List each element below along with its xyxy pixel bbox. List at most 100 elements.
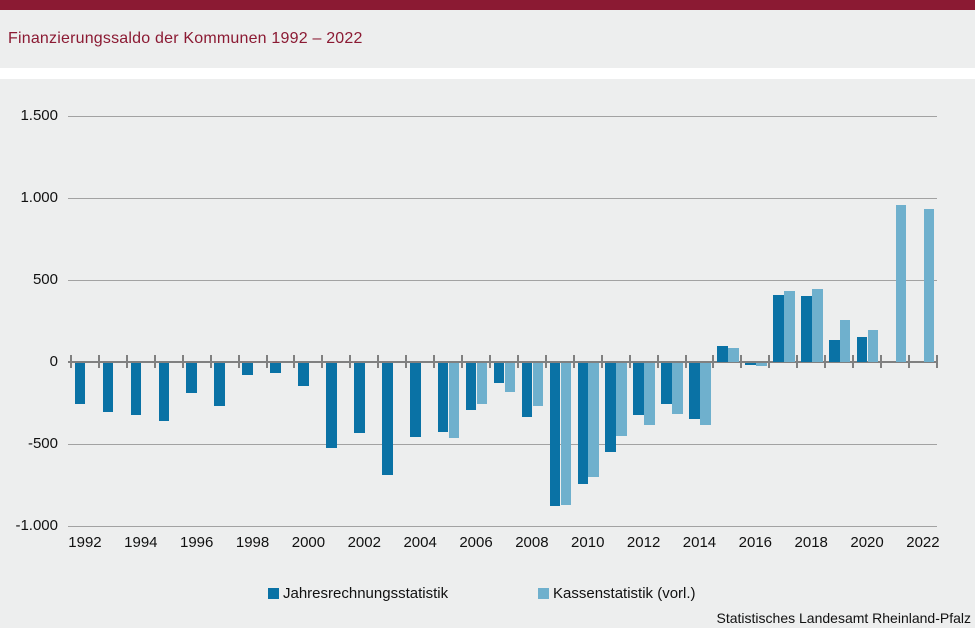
- gridline: [68, 197, 937, 199]
- axis-tick: [935, 355, 938, 368]
- axis-tick: [516, 355, 519, 368]
- bar-2014-kassen: [700, 363, 711, 425]
- axis-tick: [796, 355, 799, 368]
- bar-2003-jahresrechnung: [382, 363, 393, 476]
- x-axis-label: 2014: [682, 534, 717, 551]
- y-axis-label: -500: [27, 435, 58, 452]
- bar-2016-kassen: [756, 363, 767, 367]
- bar-2012-kassen: [644, 363, 655, 426]
- source-attribution: Statistisches Landesamt Rheinland-Pfalz: [716, 610, 971, 626]
- axis-tick: [740, 355, 743, 368]
- bar-2006-jahresrechnung: [465, 363, 477, 410]
- bar-2009-kassen: [560, 363, 572, 505]
- bar-2020-kassen: [867, 330, 879, 362]
- x-axis-label: 2008: [515, 534, 549, 551]
- axis-tick: [70, 355, 72, 368]
- bar-2019-jahresrechnung: [828, 339, 840, 362]
- bar-2006-kassen: [476, 363, 488, 404]
- bar-2010-kassen: [588, 363, 600, 477]
- gridline: [68, 279, 937, 281]
- bar-2000-jahresrechnung: [298, 363, 309, 386]
- bar-2015-kassen: [728, 348, 739, 362]
- axis-tick: [880, 355, 883, 368]
- axis-tick: [824, 355, 827, 368]
- legend-item-kassenstatistik: Kassenstatistik (vorl.): [538, 584, 696, 602]
- axis-tick: [153, 355, 156, 368]
- axis-tick: [461, 355, 464, 368]
- axis-tick: [181, 355, 184, 368]
- axis-tick: [712, 355, 715, 368]
- bar-2013-jahresrechnung: [661, 363, 672, 404]
- legend-swatch-dark-blue-icon: [268, 587, 279, 599]
- axis-tick: [684, 355, 687, 368]
- y-axis-label: 500: [32, 271, 58, 288]
- axis-tick: [572, 355, 575, 368]
- bar-2021-kassen: [895, 204, 907, 362]
- bar-2015-jahresrechnung: [717, 345, 728, 362]
- title-separator: [0, 68, 975, 79]
- bar-2018-kassen: [811, 289, 823, 362]
- bar-2004-jahresrechnung: [409, 363, 421, 437]
- axis-tick: [544, 355, 547, 368]
- axis-tick: [600, 355, 603, 368]
- x-axis-label: 2002: [347, 534, 381, 551]
- bar-2018-jahresrechnung: [801, 296, 812, 362]
- bar-1992-jahresrechnung: [74, 363, 86, 404]
- x-axis-label: 1992: [68, 534, 102, 551]
- bar-2011-kassen: [616, 363, 627, 436]
- bar-2014-jahresrechnung: [689, 363, 700, 419]
- axis-tick: [433, 355, 436, 368]
- gridline: [68, 443, 937, 445]
- bar-1997-jahresrechnung: [214, 363, 226, 407]
- bar-1998-jahresrechnung: [242, 363, 253, 376]
- axis-tick: [405, 355, 408, 368]
- bar-2002-jahresrechnung: [354, 363, 365, 433]
- x-axis-label: 2010: [571, 534, 605, 551]
- x-axis-label: 2018: [794, 534, 828, 551]
- x-axis-label: 2006: [459, 534, 493, 551]
- legend-swatch-light-blue-icon: [538, 587, 549, 599]
- axis-tick: [907, 355, 910, 368]
- x-axis-zero-line: [68, 361, 937, 363]
- axis-tick: [768, 355, 771, 368]
- axis-tick: [237, 355, 240, 368]
- axis-tick: [293, 355, 296, 368]
- axis-tick: [377, 355, 380, 368]
- page-title: Finanzierungssaldo der Kommunen 1992 – 2…: [8, 30, 363, 47]
- x-axis-label: 1994: [124, 534, 158, 551]
- bar-1999-jahresrechnung: [270, 363, 281, 373]
- bar-2005-kassen: [448, 363, 460, 439]
- accent-bar: [0, 0, 975, 10]
- x-axis-label: 1996: [180, 534, 214, 551]
- bar-1995-jahresrechnung: [158, 363, 170, 422]
- bar-2022-kassen: [923, 208, 935, 362]
- bar-2020-jahresrechnung: [856, 336, 868, 362]
- axis-tick: [656, 355, 659, 368]
- bar-1994-jahresrechnung: [130, 363, 142, 416]
- gridline: [68, 525, 937, 527]
- bar-2013-kassen: [672, 363, 683, 414]
- axis-tick: [488, 355, 491, 368]
- axis-tick: [349, 355, 352, 368]
- x-axis-label: 2016: [738, 534, 773, 551]
- bar-2019-kassen: [839, 320, 851, 362]
- legend-item-jahresrechnungsstatistik: Jahresrechnungsstatistik: [268, 584, 448, 602]
- axis-tick: [852, 355, 855, 368]
- legend-label: Kassenstatistik (vorl.): [553, 584, 696, 602]
- axis-tick: [628, 355, 631, 368]
- bar-1996-jahresrechnung: [186, 363, 198, 394]
- axis-tick: [209, 355, 212, 368]
- bar-2016-jahresrechnung: [745, 363, 756, 365]
- bar-2008-jahresrechnung: [521, 363, 533, 418]
- y-axis-label: 1.000: [20, 189, 58, 206]
- x-axis-label: 2000: [291, 534, 326, 551]
- bar-2017-kassen: [783, 291, 795, 362]
- x-axis-label: 2012: [626, 534, 661, 551]
- bar-1993-jahresrechnung: [102, 363, 114, 413]
- bar-2005-jahresrechnung: [437, 363, 449, 432]
- bar-2008-kassen: [532, 363, 544, 406]
- x-axis-label: 2004: [403, 534, 437, 551]
- axis-tick: [321, 355, 324, 368]
- y-axis-label: 1.500: [20, 107, 58, 124]
